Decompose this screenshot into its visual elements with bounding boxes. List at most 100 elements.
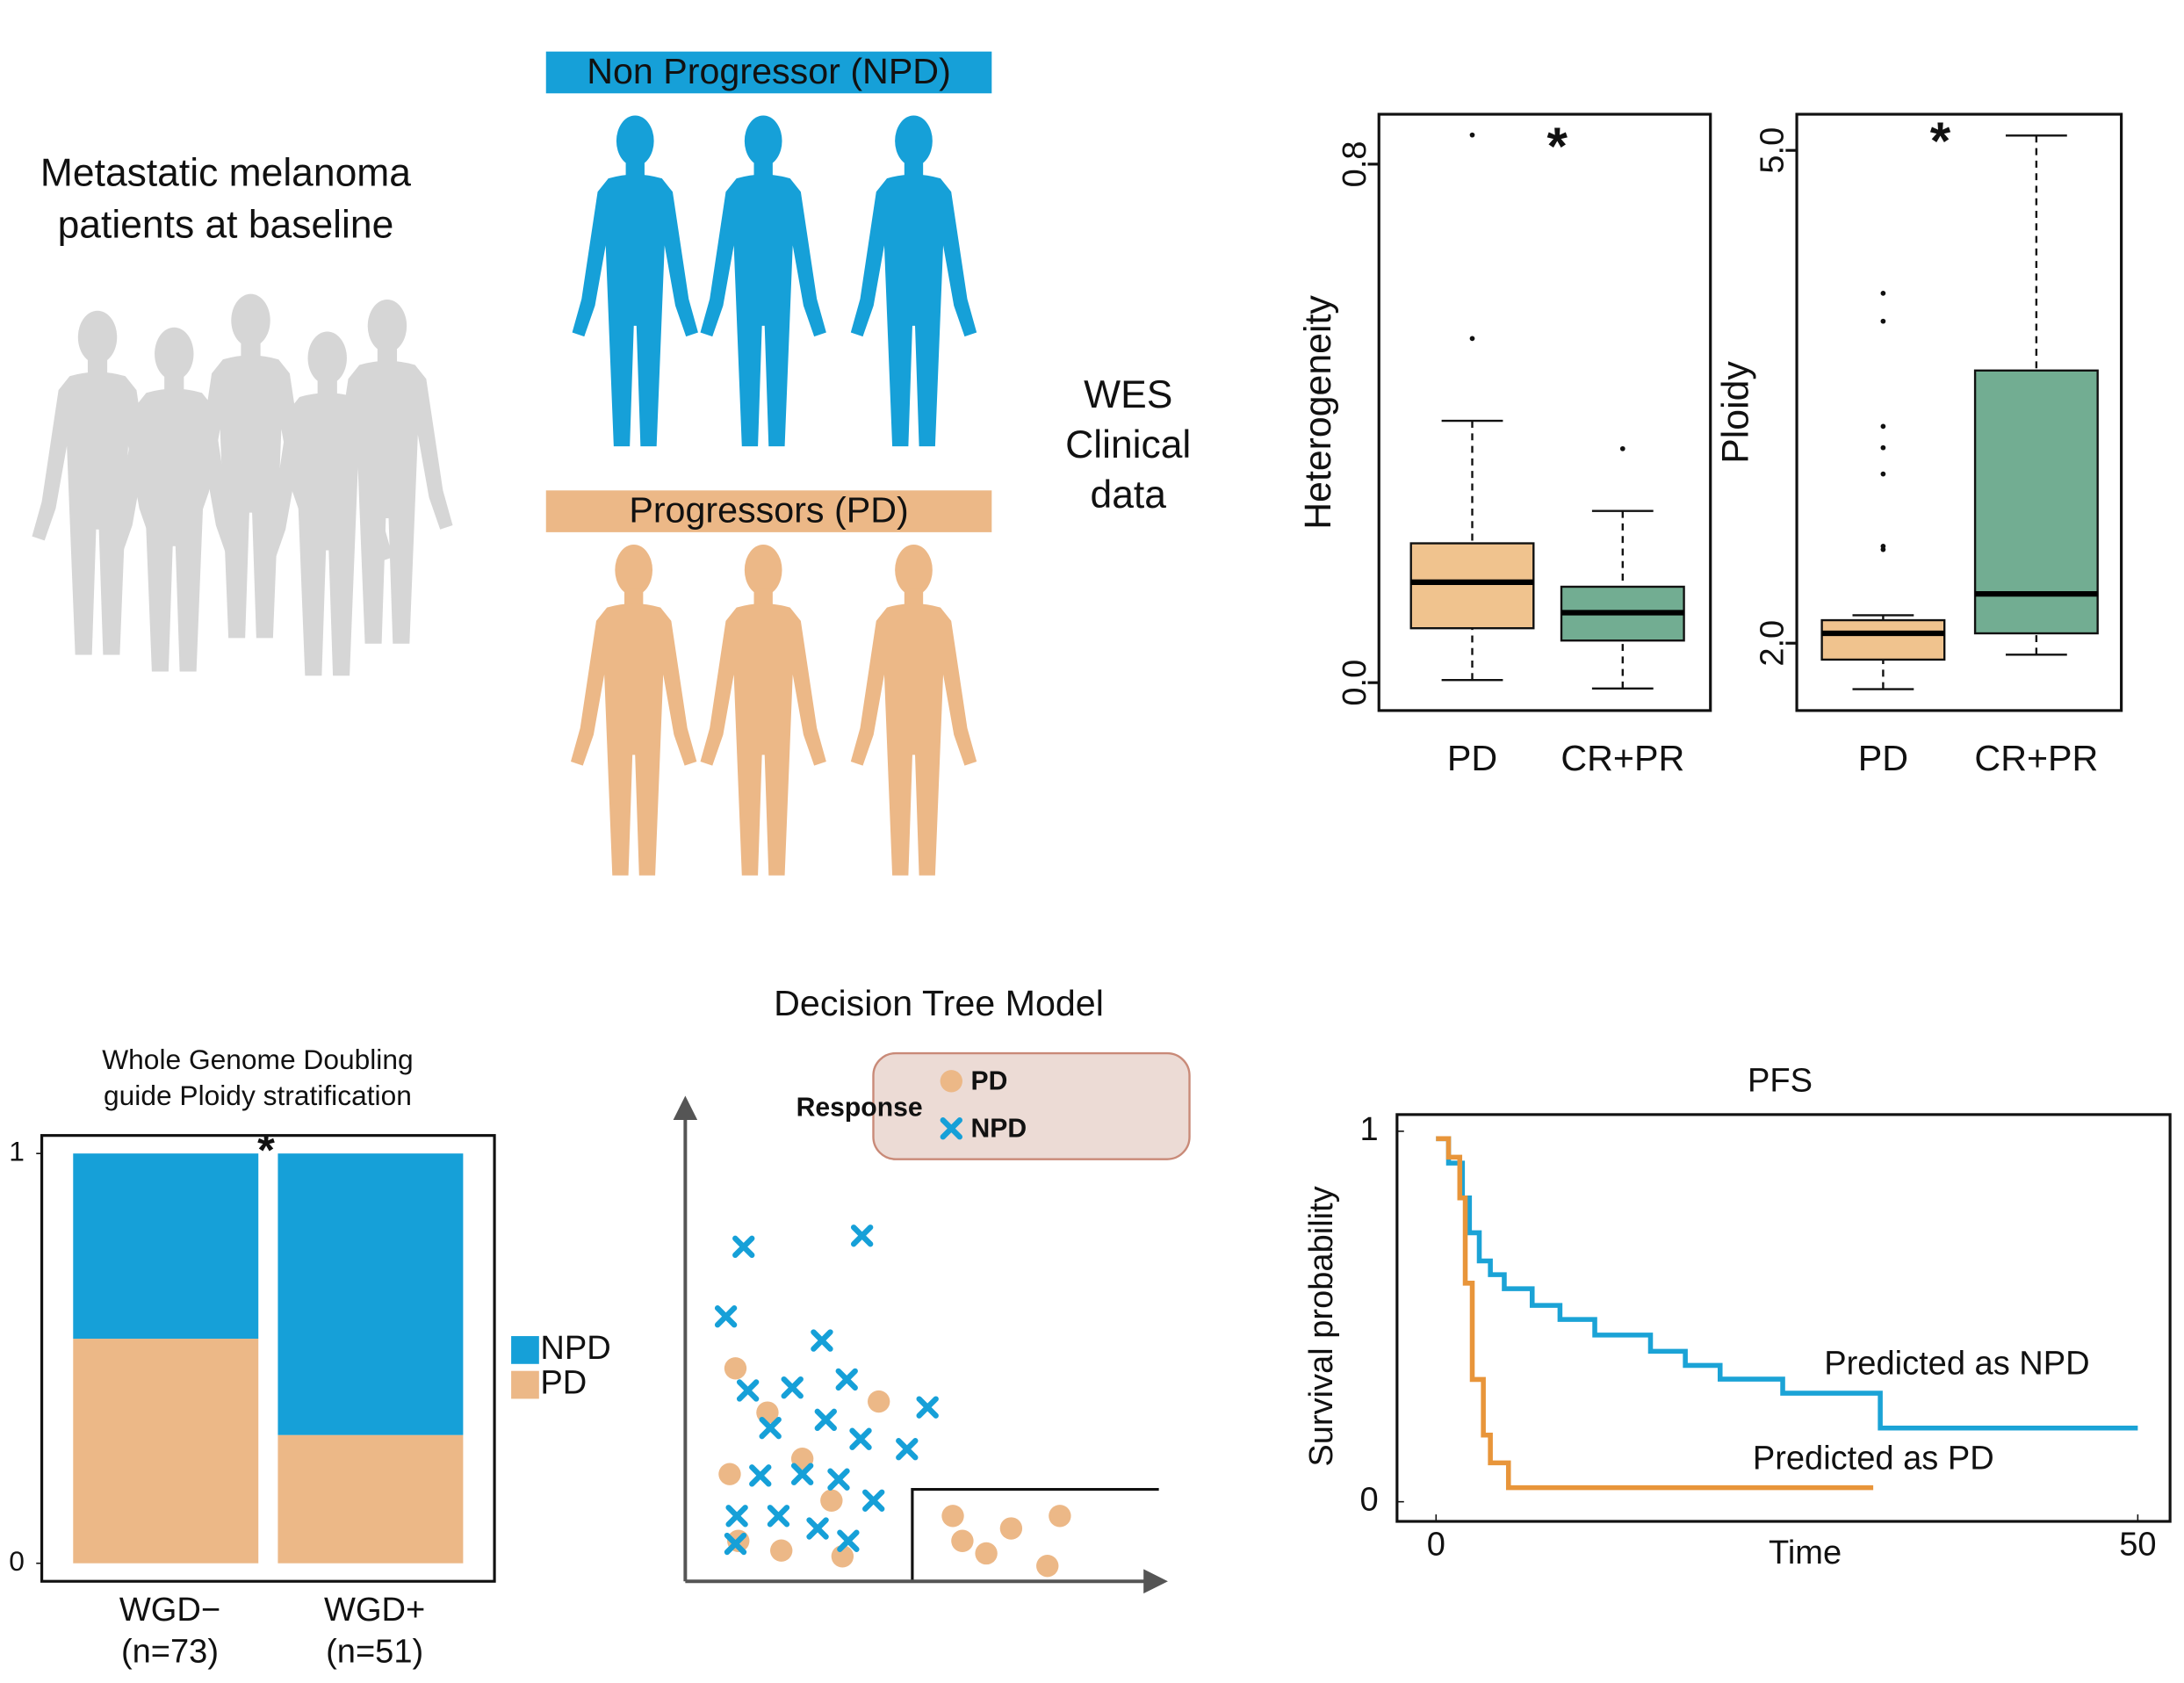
survival-curve bbox=[1436, 1136, 2138, 1431]
x-tick-note: (n=51) bbox=[326, 1634, 423, 1671]
chart-title: Whole Genome Doubling bbox=[102, 1044, 413, 1075]
point bbox=[835, 1368, 858, 1391]
bar-segment bbox=[73, 1339, 259, 1564]
y-tick-label: 5.0 bbox=[1755, 127, 1791, 174]
cohort-label: patients at baseline bbox=[58, 203, 394, 246]
point bbox=[781, 1376, 804, 1399]
outlier bbox=[1880, 291, 1886, 296]
data-type-label: data bbox=[1091, 473, 1167, 516]
chart-title: PFS bbox=[1748, 1062, 1813, 1099]
x-tick-label: PD bbox=[1447, 738, 1497, 778]
legend-title: Response bbox=[796, 1093, 923, 1122]
bar-segment bbox=[73, 1153, 259, 1340]
legend-swatch bbox=[511, 1336, 539, 1364]
y-axis-label: Survival probability bbox=[1303, 1186, 1340, 1466]
point bbox=[759, 1416, 782, 1440]
point bbox=[790, 1463, 814, 1485]
point bbox=[837, 1529, 860, 1552]
legend-label: PD bbox=[971, 1066, 1008, 1095]
x-tick-label: 50 bbox=[2119, 1527, 2156, 1564]
significance-mark: * bbox=[1547, 116, 1568, 176]
x-tick-label: CR+PR bbox=[1561, 738, 1684, 778]
survival-curve bbox=[1436, 1136, 1874, 1491]
point bbox=[975, 1542, 998, 1565]
x-tick-label: PD bbox=[1858, 738, 1908, 778]
y-tick-label: 0.0 bbox=[1337, 660, 1373, 706]
point bbox=[868, 1390, 890, 1413]
y-tick-label: 0 bbox=[9, 1545, 25, 1577]
point bbox=[850, 1224, 874, 1247]
point bbox=[999, 1517, 1023, 1540]
point bbox=[940, 1070, 962, 1093]
point bbox=[714, 1305, 738, 1328]
significance-mark: * bbox=[1930, 111, 1951, 170]
point bbox=[718, 1463, 741, 1485]
data-type-label: Clinical bbox=[1065, 423, 1191, 466]
series-label: Predicted as NPD bbox=[1824, 1345, 2089, 1382]
box bbox=[1973, 369, 2099, 635]
plot-frame bbox=[40, 1134, 496, 1583]
series-label: Predicted as PD bbox=[1753, 1440, 1994, 1477]
outlier bbox=[1880, 471, 1886, 477]
patient-figure bbox=[700, 115, 826, 447]
point bbox=[749, 1464, 772, 1487]
plot-frame bbox=[1795, 112, 2123, 712]
point bbox=[814, 1408, 837, 1432]
y-tick-label: 1 bbox=[1360, 1111, 1379, 1148]
group-label: Progressors (PD) bbox=[629, 490, 908, 531]
point bbox=[724, 1532, 747, 1556]
cohort-label: Metastatic melanoma bbox=[40, 152, 411, 195]
y-tick-label: 0.8 bbox=[1337, 141, 1373, 187]
y-axis-label: Ploidy bbox=[1715, 361, 1757, 464]
x-tick-label: 0 bbox=[1427, 1527, 1445, 1564]
outlier bbox=[1880, 544, 1886, 549]
point bbox=[827, 1468, 850, 1491]
patient-figure bbox=[700, 544, 826, 876]
data-type-label: WES bbox=[1084, 373, 1172, 416]
box bbox=[1820, 618, 1946, 661]
x-tick-label: WGD− bbox=[119, 1592, 220, 1629]
y-axis-label: Heterogeneity bbox=[1297, 295, 1339, 530]
point bbox=[767, 1505, 790, 1528]
gray-cohort bbox=[32, 293, 453, 676]
group-banner bbox=[545, 51, 992, 94]
point bbox=[820, 1489, 843, 1512]
group-banner bbox=[545, 490, 992, 532]
patient-figure bbox=[572, 115, 698, 447]
point bbox=[916, 1396, 939, 1419]
point bbox=[736, 1379, 760, 1402]
significance-mark: * bbox=[257, 1125, 275, 1175]
bar-segment bbox=[278, 1434, 464, 1564]
point bbox=[724, 1357, 747, 1380]
point bbox=[1036, 1555, 1059, 1578]
point bbox=[725, 1505, 748, 1528]
patient-figure bbox=[850, 544, 977, 876]
point bbox=[941, 1505, 964, 1528]
y-tick-label: 2.0 bbox=[1755, 620, 1791, 667]
legend-label: NPD bbox=[971, 1114, 1027, 1143]
x-axis-label: Time bbox=[1769, 1535, 1842, 1571]
point bbox=[940, 1117, 962, 1140]
x-tick-note: (n=73) bbox=[121, 1634, 219, 1671]
plot-frame bbox=[1395, 1113, 2172, 1523]
x-tick-label: CR+PR bbox=[1974, 738, 2098, 778]
chart-title: Decision Tree Model bbox=[774, 983, 1104, 1023]
y-tick-label: 0 bbox=[1360, 1482, 1379, 1519]
patient-figure bbox=[850, 115, 977, 447]
point bbox=[862, 1489, 885, 1512]
patient-figure bbox=[32, 310, 163, 655]
chart-title: guide Ploidy stratification bbox=[104, 1080, 412, 1111]
outlier bbox=[1880, 318, 1886, 324]
bar-segment bbox=[278, 1153, 464, 1435]
point bbox=[806, 1517, 829, 1540]
point bbox=[849, 1427, 872, 1450]
patient-figure bbox=[570, 544, 697, 876]
legend-label: PD bbox=[540, 1365, 587, 1402]
group-label: Non Progressor (NPD) bbox=[587, 51, 951, 91]
point bbox=[770, 1539, 793, 1562]
y-tick-label: 1 bbox=[9, 1136, 25, 1167]
point bbox=[896, 1438, 919, 1461]
legend-label: NPD bbox=[540, 1330, 610, 1367]
